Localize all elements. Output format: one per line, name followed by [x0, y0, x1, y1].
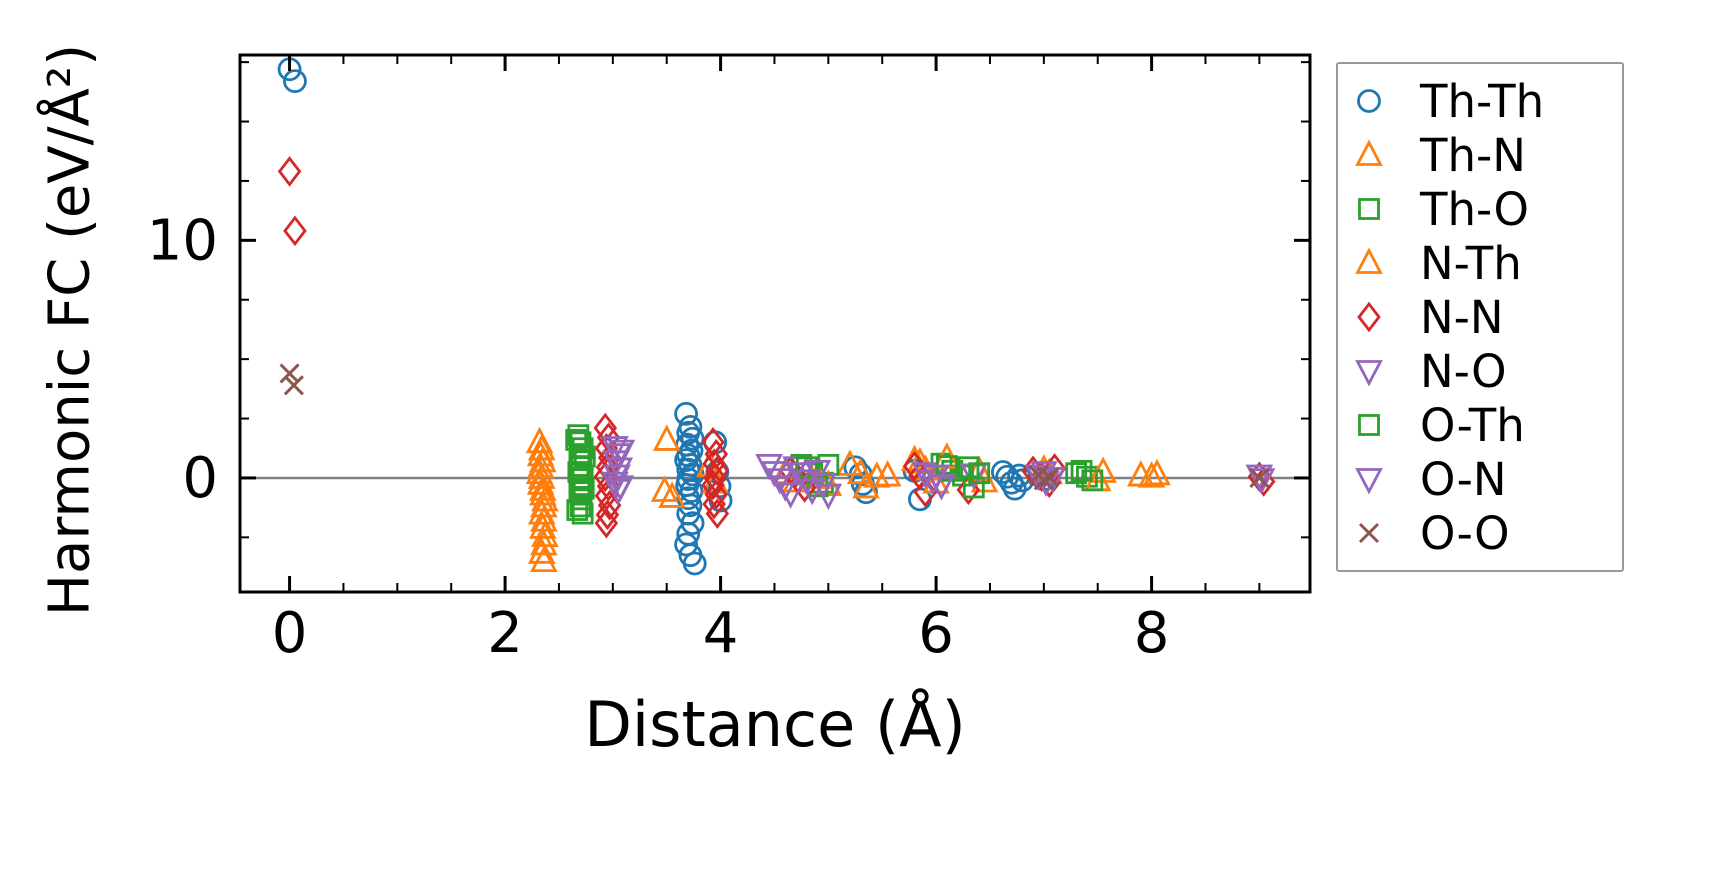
legend-item-o-th: O-Th	[1338, 398, 1622, 452]
legend-item-th-o: Th-O	[1338, 182, 1622, 236]
axes-spines	[238, 53, 1312, 594]
y-tick-label: 0	[182, 446, 218, 511]
legend-label: O-Th	[1420, 398, 1525, 452]
x-axis-label: Distance (Å)	[584, 688, 966, 761]
legend-item-th-n: Th-N	[1338, 128, 1622, 182]
legend-label: Th-O	[1420, 182, 1529, 236]
legend-item-o-n: O-N	[1338, 452, 1622, 506]
legend-label: O-O	[1420, 506, 1510, 560]
y-axis-label: Harmonic FC (eV/Å²)	[37, 43, 103, 617]
square-icon	[1358, 414, 1380, 436]
square-icon	[1358, 198, 1380, 220]
x-tick-label: 8	[1134, 601, 1170, 666]
legend: Th-Th Th-N Th-O N-Th N-N N-O O-Th O-N O-O	[1336, 62, 1624, 572]
circle-icon	[1357, 89, 1381, 113]
x-tick-label: 0	[272, 601, 308, 666]
x-icon	[1358, 522, 1380, 544]
legend-item-n-o: N-O	[1338, 344, 1622, 398]
legend-item-n-n: N-N	[1338, 290, 1622, 344]
x-tick-label: 4	[703, 601, 739, 666]
legend-label: N-Th	[1420, 236, 1522, 290]
series-o-o	[279, 363, 1270, 491]
triangle-up-icon	[1355, 247, 1383, 274]
legend-item-n-th: N-Th	[1338, 236, 1622, 290]
y-tick-label: 10	[147, 208, 218, 273]
legend-item-th-th: Th-Th	[1338, 74, 1622, 128]
triangle-up-icon	[1355, 139, 1383, 166]
legend-label: N-N	[1420, 290, 1504, 344]
legend-label: Th-Th	[1420, 74, 1545, 128]
diamond-icon	[1357, 301, 1381, 333]
legend-label: Th-N	[1420, 128, 1526, 182]
series-o-th	[565, 429, 1104, 521]
x-tick-label: 2	[487, 601, 523, 666]
legend-label: N-O	[1420, 344, 1507, 398]
x-tick-label: 6	[918, 601, 954, 666]
legend-item-o-o: O-O	[1338, 506, 1622, 560]
triangle-down-icon	[1355, 360, 1383, 387]
triangle-down-icon	[1355, 468, 1383, 495]
legend-label: O-N	[1420, 452, 1507, 506]
